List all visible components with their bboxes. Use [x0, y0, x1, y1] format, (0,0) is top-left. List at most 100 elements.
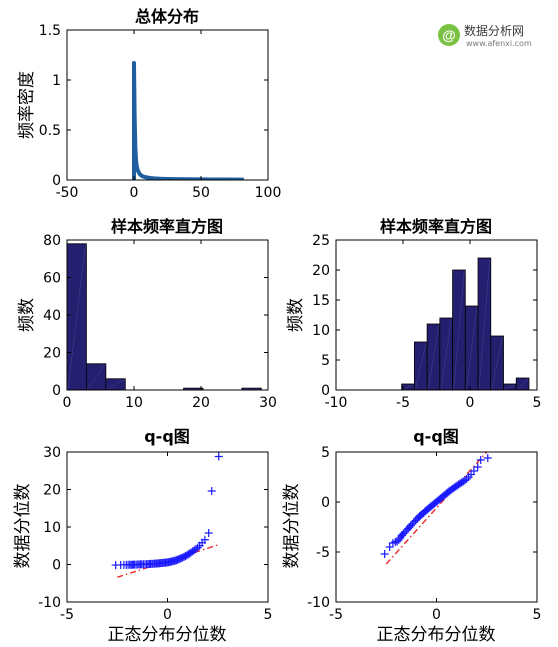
x-tick-label: 20	[192, 395, 210, 411]
x-tick-label: -5	[329, 607, 343, 623]
watermark-logo-icon: @	[438, 24, 460, 46]
bar-shading-line	[440, 318, 452, 390]
y-tick-label: 20	[43, 346, 61, 362]
y-tick-label: 5	[321, 353, 330, 369]
bar-shading-line	[402, 384, 414, 390]
watermark-url: www.afenxi.com	[466, 39, 532, 48]
y-tick-label: 15	[312, 293, 330, 309]
x-tick-label: -5	[396, 395, 410, 411]
plot-area	[380, 452, 492, 565]
y-tick-label: 80	[43, 233, 61, 249]
x-tick-label: -5	[60, 607, 74, 623]
watermark-brand: 数据分析网	[464, 23, 524, 38]
axes-frame	[66, 451, 269, 603]
svg-text:@: @	[442, 27, 456, 43]
bar-shading-line	[87, 364, 106, 390]
series-line	[132, 61, 244, 180]
x-tick-label: -10	[325, 395, 348, 411]
y-tick-label: 1.5	[39, 23, 61, 39]
watermark: @ 数据分析网 www.afenxi.com	[438, 23, 532, 48]
data-point	[191, 545, 200, 554]
y-tick-label: 40	[43, 308, 61, 324]
x-tick-label: 50	[192, 185, 210, 201]
x-tick-label: 0	[432, 607, 441, 623]
axes-frame	[335, 239, 538, 391]
data-point	[200, 535, 209, 544]
y-tick-label: 0	[52, 383, 61, 399]
data-point	[462, 475, 471, 483]
y-tick-label: 5	[321, 445, 330, 461]
x-axis-label: 正态分布分位数	[377, 625, 496, 645]
y-tick-label: 20	[43, 483, 61, 499]
plot-area	[67, 243, 262, 390]
data-point	[469, 467, 478, 475]
x-axis-label: 正态分布分位数	[108, 625, 227, 645]
y-tick-label: -5	[316, 545, 330, 561]
y-tick-label: 1	[52, 73, 61, 89]
x-tick-label: 10	[125, 395, 143, 411]
x-tick-label: 0	[130, 185, 139, 201]
chart-title: 样本频率直方图	[111, 217, 223, 236]
x-tick-label: 0	[163, 607, 172, 623]
y-tick-label: 0	[52, 558, 61, 574]
y-axis-label: 数据分位数	[13, 484, 33, 569]
y-tick-label: -10	[38, 595, 61, 611]
bar-shading-line	[491, 336, 503, 390]
y-tick-label: 60	[43, 271, 61, 287]
bar-shading-line	[466, 306, 478, 390]
data-point	[380, 550, 389, 558]
bar-shading-line	[504, 384, 516, 390]
transformed-histogram-chart: 样本频率直方图 频数 -10 -5 0 5 0 5 10 15 20 25	[286, 217, 541, 411]
x-tick-label: 0	[63, 395, 72, 411]
chart-title: 样本频率直方图	[380, 217, 492, 236]
y-tick-label: 0	[321, 383, 330, 399]
chart-title: q-q图	[413, 427, 459, 446]
y-axis-label: 频数	[286, 298, 306, 332]
bar-shading-line	[478, 258, 491, 390]
x-tick-label: -50	[56, 185, 79, 201]
y-tick-label: 0.5	[39, 123, 61, 139]
axes-frame	[66, 29, 269, 181]
x-tick-label: 0	[466, 395, 475, 411]
x-tick-label: 30	[259, 395, 277, 411]
axes-frame	[335, 451, 538, 603]
y-tick-label: 0	[321, 495, 330, 511]
chart-title: 总体分布	[135, 7, 199, 26]
data-point	[214, 452, 223, 461]
bar-shading-line	[415, 342, 427, 390]
y-tick-label: 10	[312, 323, 330, 339]
y-tick-label: 30	[43, 445, 61, 461]
x-tick-label: 5	[264, 607, 273, 623]
data-point	[193, 543, 202, 552]
reference-line	[385, 452, 488, 565]
qq-plot-original-chart: q-q图 数据分位数 正态分布分位数 -5 0 5 -10 0 10 20 30	[13, 427, 272, 645]
data-point	[207, 487, 216, 495]
y-axis-label: 数据分位数	[282, 484, 302, 569]
qq-plot-transformed-chart: q-q图 数据分位数 正态分布分位数 -5 0 5-10-505	[282, 427, 541, 645]
data-point	[483, 454, 492, 462]
reference-line	[117, 544, 218, 578]
data-point	[476, 456, 485, 464]
data-point	[473, 463, 482, 471]
plot-area	[132, 61, 244, 180]
chart-title: q-q图	[144, 427, 190, 446]
x-tick-label: 5	[533, 607, 542, 623]
y-tick-label: -10	[307, 595, 330, 611]
y-tick-label: 25	[312, 233, 330, 249]
y-axis-label: 频数	[17, 298, 37, 332]
plot-area	[111, 452, 223, 578]
data-point	[460, 476, 469, 485]
bar-shading-line	[517, 378, 529, 390]
y-tick-label: 0	[52, 173, 61, 189]
original-histogram-chart: 样本频率直方图 频数 0 10 20 30 0 20 40 60 80	[17, 217, 277, 411]
y-axis-label: 频率密度	[17, 71, 37, 139]
y-tick-label: 10	[43, 520, 61, 536]
plot-area	[401, 257, 530, 390]
bar-shading-line	[67, 244, 86, 390]
bar-shading-line	[427, 324, 440, 390]
y-tick-label: 20	[312, 263, 330, 279]
bar-shading-line	[453, 270, 465, 390]
bar-shading-line	[106, 379, 125, 390]
